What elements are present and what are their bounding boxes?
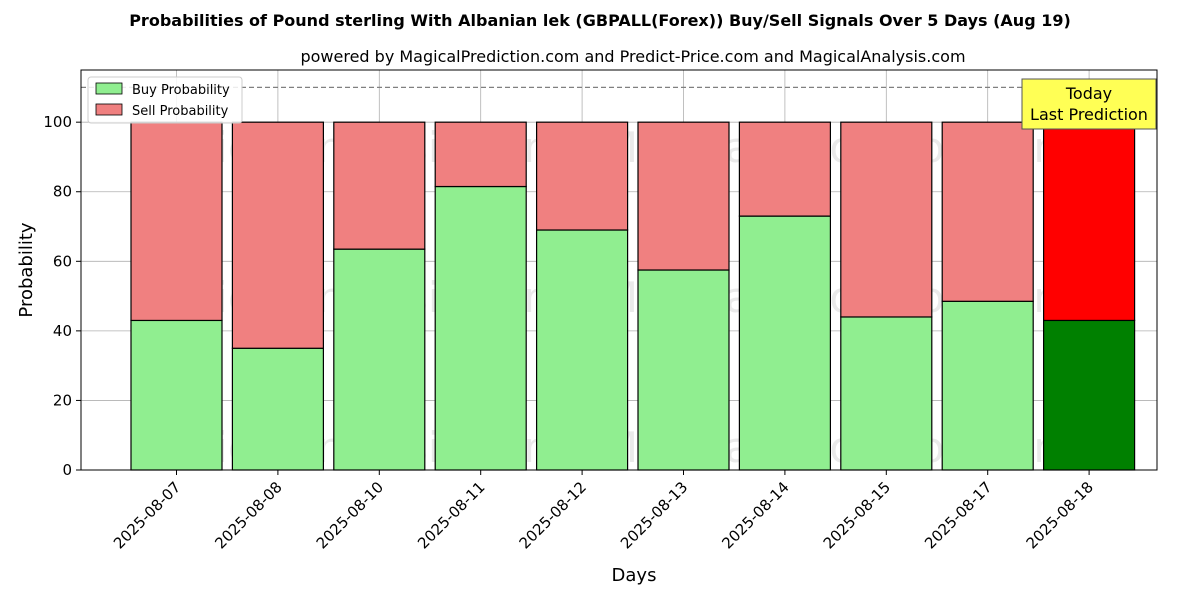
chart-subtitle: powered by MagicalPrediction.com and Pre… [300, 47, 965, 66]
annotation-line-1: Today [1065, 84, 1112, 103]
x-tick-label: 2025-08-14 [718, 478, 792, 552]
bar-sell [434, 121, 527, 188]
today-annotation: Today Last Prediction [1021, 78, 1157, 130]
annotation-box [1021, 78, 1157, 130]
x-tick-label: 2025-08-11 [414, 478, 488, 552]
y-tick-label: 40 [53, 322, 72, 340]
bar-sell [738, 121, 832, 217]
bar-buy [231, 347, 324, 471]
annotation-line-2: Last Prediction [1030, 105, 1148, 124]
x-tick-label: 2025-08-08 [211, 478, 285, 552]
x-tick-label: 2025-08-12 [516, 478, 590, 552]
y-tick-label: 60 [53, 252, 72, 270]
y-axis-label: Probability [16, 222, 37, 317]
bar-sell [535, 121, 629, 231]
bar-sell [941, 121, 1034, 302]
legend-swatch-buy [95, 82, 123, 95]
legend-frame [87, 76, 243, 124]
x-tick-label: 2025-08-18 [1023, 478, 1097, 552]
bar-buy [941, 300, 1034, 471]
legend-label-sell: Sell Probability [132, 104, 229, 119]
bar-buy [637, 269, 730, 471]
plot-frame [80, 69, 1158, 471]
chart-title: Probabilities of Pound sterling With Alb… [129, 11, 1071, 30]
legend: Buy Probability Sell Probability [87, 76, 243, 124]
bar-sell [231, 121, 324, 349]
x-tick-label: 2025-08-15 [820, 478, 894, 552]
bar-buy [840, 316, 933, 471]
y-tick-label: 80 [53, 183, 72, 201]
y-tick-label: 20 [53, 391, 72, 409]
x-tick-label: 2025-08-10 [313, 478, 387, 552]
bar-sell [840, 121, 933, 318]
bar-sell [637, 121, 730, 271]
bar-buy [130, 319, 223, 471]
bars [130, 121, 1136, 471]
x-tick-label: 2025-08-17 [921, 478, 995, 552]
legend-swatch-sell [95, 103, 123, 116]
x-axis-ticks: 2025-08-07 2025-08-08 2025-08-10 2025-08-11… [110, 470, 1097, 552]
bar-sell [130, 121, 223, 322]
bar-buy [535, 229, 629, 471]
bar-sell [1042, 121, 1136, 322]
x-tick-label: 2025-08-13 [617, 478, 691, 552]
y-tick-label: 0 [62, 461, 72, 479]
bar-buy [434, 185, 527, 471]
bar-sell [333, 121, 426, 250]
legend-label-buy: Buy Probability [132, 83, 230, 98]
y-axis-ticks: 0 20 40 60 80 100 [43, 113, 81, 479]
x-axis-label: Days [612, 565, 657, 586]
x-tick-label: 2025-08-07 [110, 478, 184, 552]
bar-buy [738, 215, 832, 471]
y-tick-label: 100 [43, 113, 72, 131]
bar-buy [333, 248, 426, 471]
bar-buy [1042, 319, 1136, 471]
